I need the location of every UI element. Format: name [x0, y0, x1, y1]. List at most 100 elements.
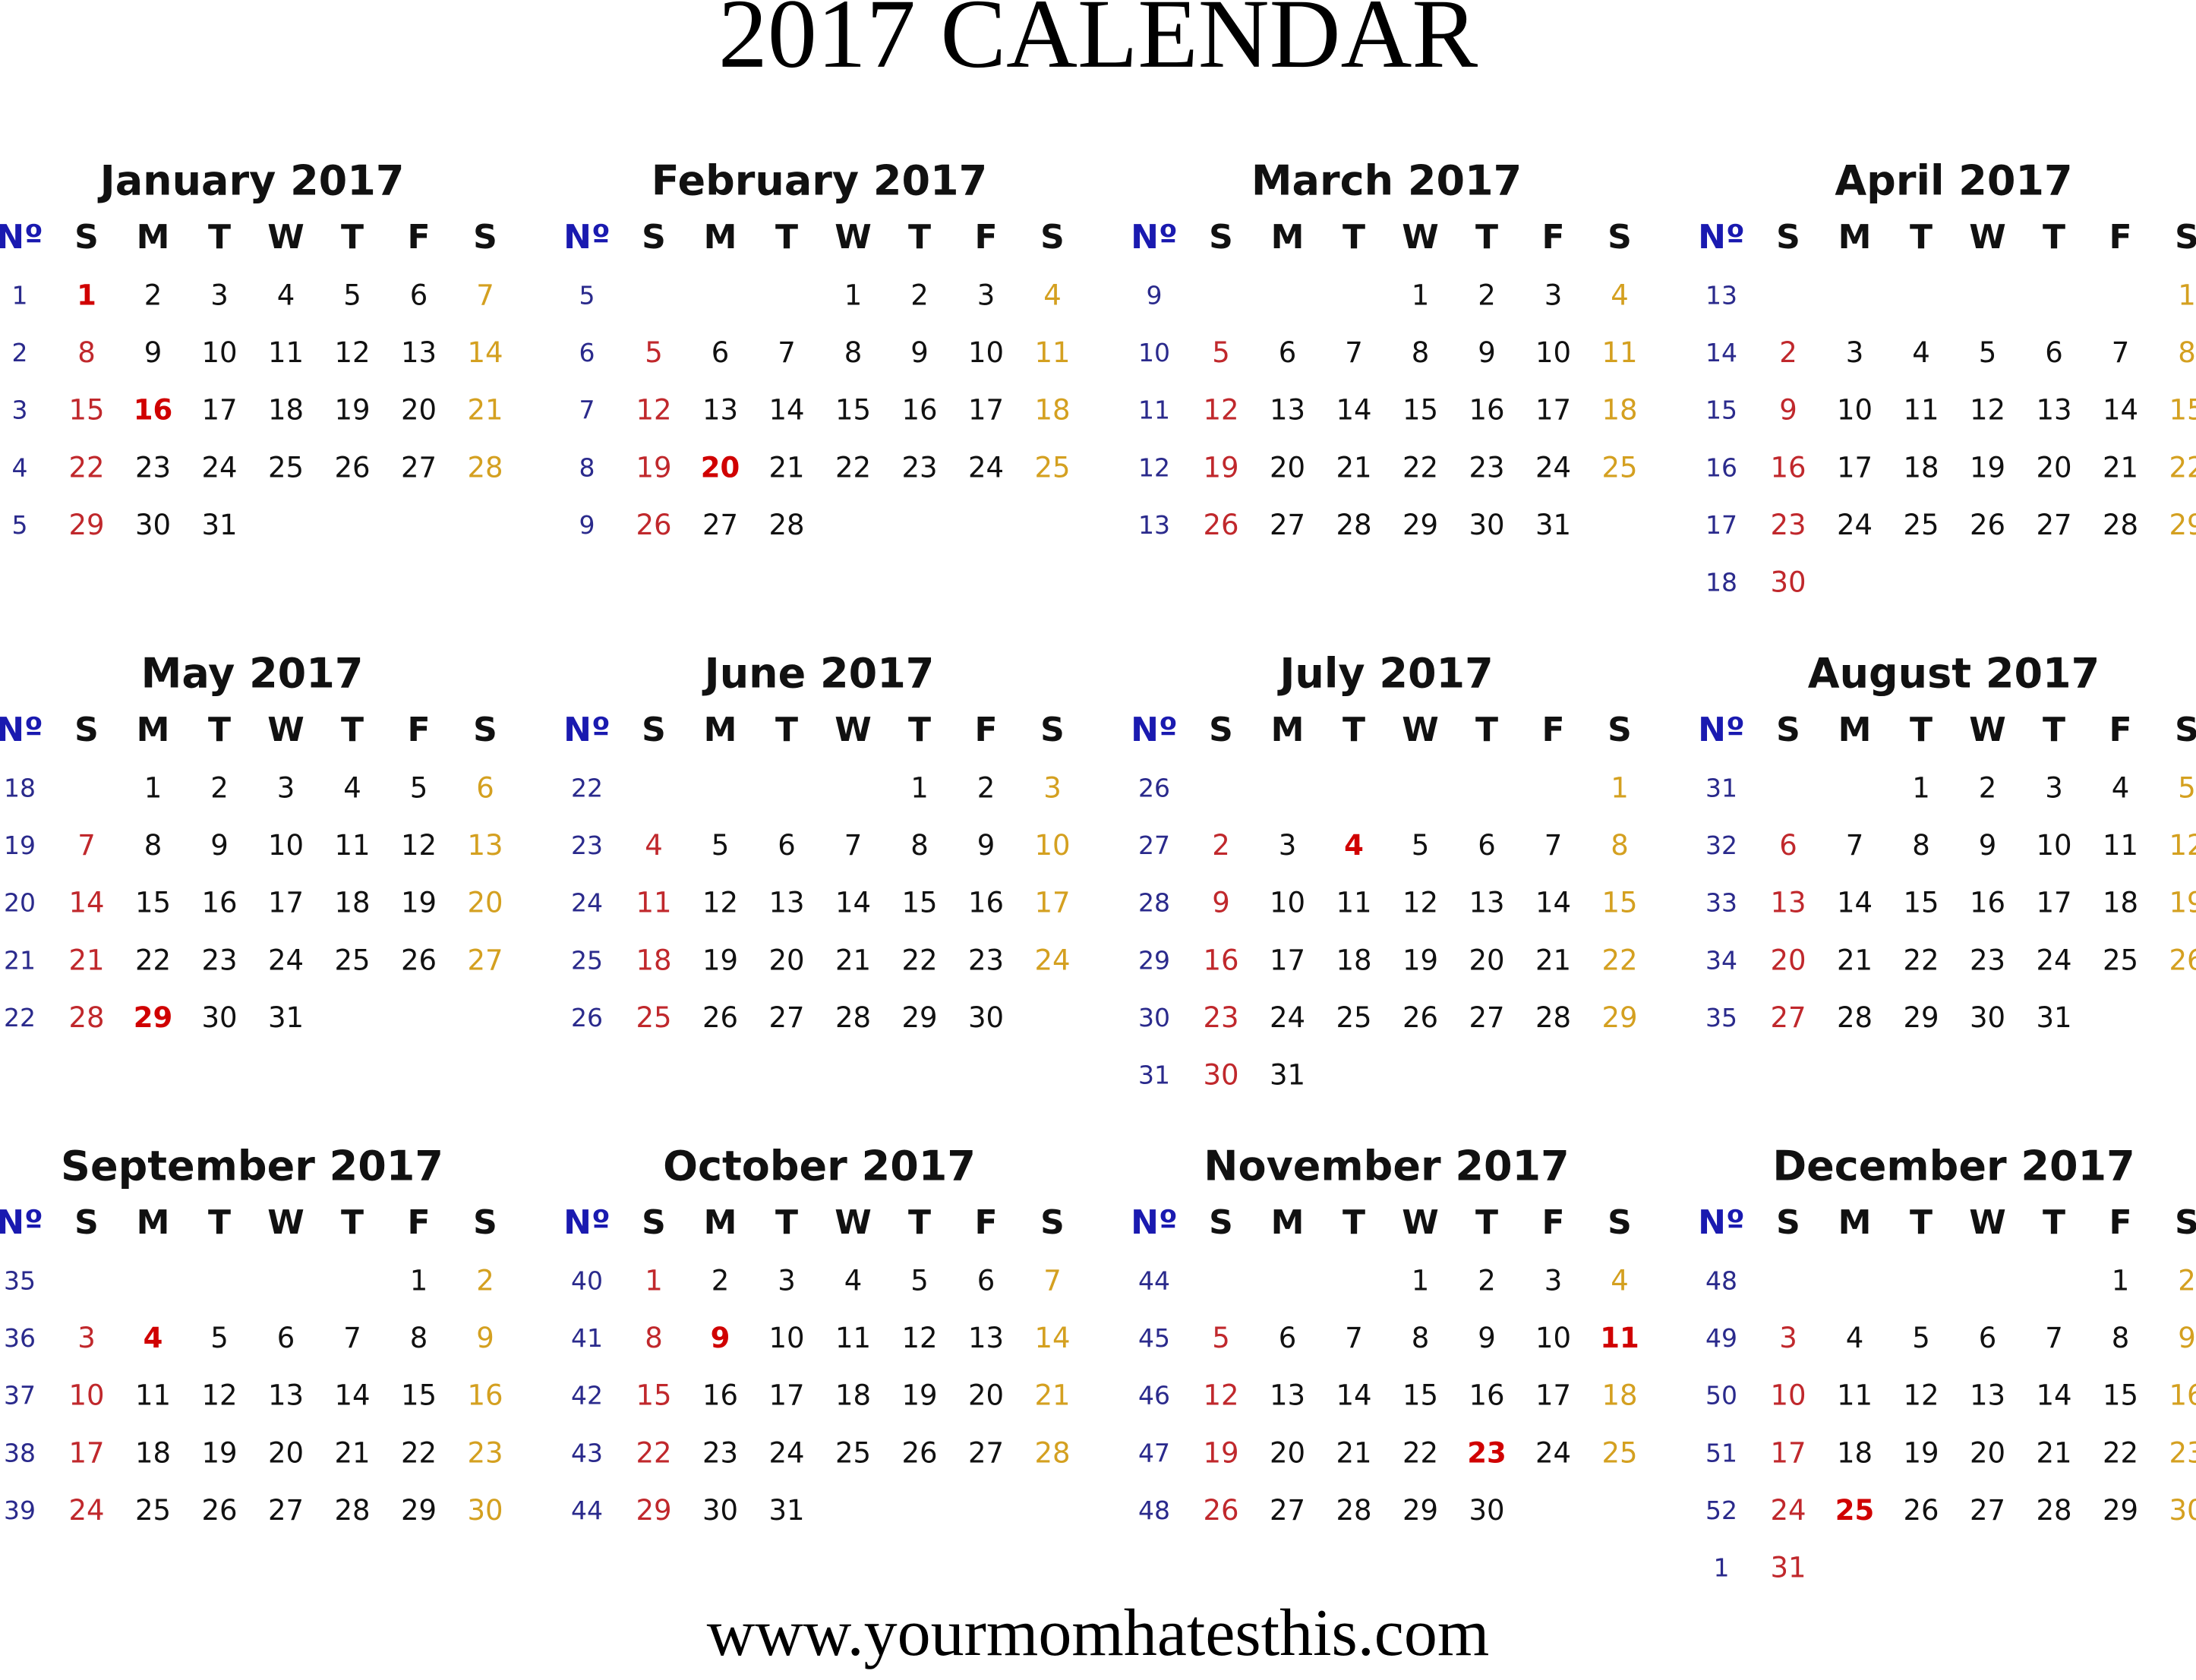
- day: 18: [1903, 451, 1939, 484]
- day: 22: [835, 451, 871, 484]
- day: 17: [1837, 451, 1873, 484]
- day: 15: [2103, 1379, 2138, 1412]
- weekday-header: S: [1776, 218, 1800, 257]
- weekday-header: T: [1343, 218, 1365, 257]
- day: 20: [1970, 1436, 2005, 1469]
- weekday-header: T: [775, 1203, 798, 1242]
- week-number: 12: [1138, 452, 1170, 482]
- weekday-header: W: [1402, 1203, 1439, 1242]
- day: 8: [910, 829, 929, 862]
- day: 12: [1203, 394, 1238, 427]
- day: 14: [1837, 887, 1873, 919]
- weekday-header: T: [1910, 711, 1933, 749]
- week-number: 5: [12, 510, 28, 540]
- week-number: 32: [1705, 831, 1737, 860]
- day: 11: [268, 336, 304, 369]
- day: 12: [2169, 829, 2196, 862]
- day: 27: [2036, 509, 2071, 541]
- day: 20: [1770, 944, 1806, 976]
- month-title: March 2017: [1251, 157, 1522, 205]
- day: 6: [711, 336, 730, 369]
- week-number: 19: [4, 831, 36, 860]
- week-number-header: Nº: [0, 711, 43, 749]
- weekday-header: M: [137, 711, 170, 749]
- week-number: 47: [1138, 1438, 1170, 1467]
- week-number: 8: [579, 452, 595, 482]
- day: 19: [1402, 944, 1438, 976]
- day: 16: [1770, 451, 1806, 484]
- day: 14: [768, 394, 804, 427]
- day: 4: [1611, 279, 1629, 312]
- day: 6: [1779, 829, 1797, 862]
- day: 11: [1903, 394, 1939, 427]
- day: 18: [1034, 394, 1070, 427]
- day: 6: [1279, 336, 1297, 369]
- weekday-header: S: [1608, 218, 1632, 257]
- day: 9: [1779, 394, 1797, 427]
- day: 29: [636, 1494, 671, 1527]
- day: 19: [334, 394, 370, 427]
- day: 5: [343, 279, 361, 312]
- day: 29: [2103, 1494, 2138, 1527]
- day: 22: [1601, 944, 1637, 976]
- day: 27: [968, 1436, 1004, 1469]
- day: 10: [1837, 394, 1873, 427]
- day: 18: [1837, 1436, 1873, 1469]
- week-number-header: Nº: [0, 1203, 43, 1242]
- day: 13: [1469, 887, 1504, 919]
- day: 4: [1611, 1265, 1629, 1297]
- day: 8: [1611, 829, 1629, 862]
- day: 17: [1770, 1436, 1806, 1469]
- month-title: August 2017: [1808, 650, 2100, 698]
- day: 16: [201, 887, 237, 919]
- day: 9: [1478, 336, 1496, 369]
- day: 23: [1970, 944, 2005, 976]
- week-number-header: Nº: [1131, 218, 1178, 257]
- day: 1: [2178, 279, 2196, 312]
- week-number: 36: [4, 1323, 36, 1353]
- day: 27: [401, 451, 437, 484]
- day: 10: [68, 1379, 104, 1412]
- day: 1: [410, 1265, 428, 1297]
- day: 26: [1203, 509, 1238, 541]
- day: 20: [1270, 451, 1305, 484]
- day: 12: [636, 394, 671, 427]
- day: 30: [1970, 1001, 2005, 1034]
- day: 3: [210, 279, 229, 312]
- day: 12: [401, 829, 437, 862]
- weekday-header: M: [704, 218, 737, 257]
- weekday-header: T: [2043, 711, 2065, 749]
- day: 2: [2178, 1265, 2196, 1297]
- day: 11: [1601, 336, 1637, 369]
- day: 17: [1535, 1379, 1571, 1412]
- month-title: February 2017: [652, 157, 987, 205]
- weekday-header: T: [341, 218, 364, 257]
- day: 8: [2112, 1322, 2130, 1354]
- day: 23: [1203, 1001, 1238, 1034]
- day: 5: [1212, 1322, 1230, 1354]
- day: 17: [1034, 887, 1070, 919]
- day: 30: [135, 509, 171, 541]
- day: 18: [835, 1379, 871, 1412]
- day: 3: [77, 1322, 96, 1354]
- day: 9: [144, 336, 162, 369]
- week-number: 37: [4, 1381, 36, 1411]
- day: 1: [2112, 1265, 2130, 1297]
- day: 13: [1770, 887, 1806, 919]
- day: 7: [1043, 1265, 1062, 1297]
- day: 13: [268, 1379, 304, 1412]
- weekday-header: S: [74, 1203, 99, 1242]
- weekday-header: M: [137, 1203, 170, 1242]
- weekday-header: S: [74, 711, 99, 749]
- day: 4: [645, 829, 663, 862]
- footer-url: www.yourmomhatesthis.com: [707, 1596, 1490, 1670]
- day: 10: [968, 336, 1004, 369]
- weekday-header: W: [1969, 218, 2006, 257]
- day: 23: [467, 1436, 503, 1469]
- day: 1: [1912, 772, 1930, 805]
- day: 19: [1203, 451, 1238, 484]
- day: 1: [910, 772, 929, 805]
- day: 2: [476, 1265, 494, 1297]
- holiday-day: 4: [1344, 829, 1364, 862]
- day: 19: [401, 887, 437, 919]
